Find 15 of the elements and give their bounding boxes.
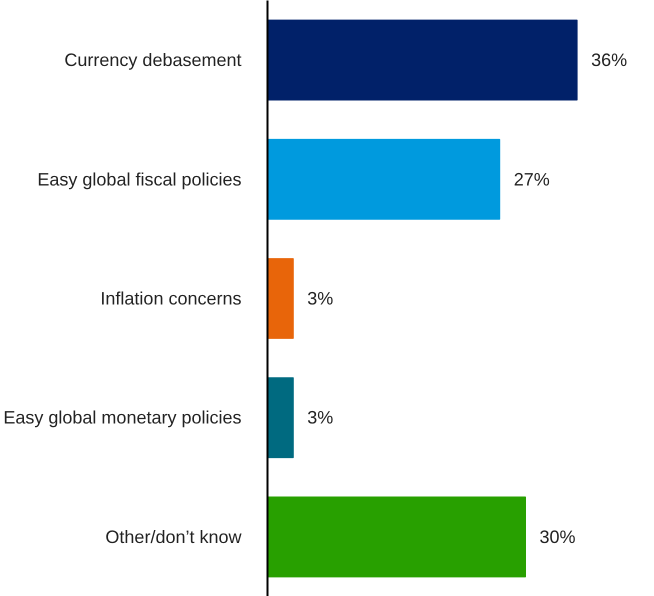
data-label: 3% xyxy=(307,408,334,428)
y-tick-label: Easy global monetary policies xyxy=(3,408,242,428)
bar xyxy=(268,20,578,101)
y-tick-label: Inflation concerns xyxy=(100,288,242,308)
data-label: 36% xyxy=(591,50,628,70)
bar xyxy=(268,496,526,578)
bar xyxy=(268,138,500,220)
y-tick-label: Easy global fiscal policies xyxy=(37,169,242,190)
y-tick-label: Other/don’t know xyxy=(105,526,242,547)
data-label: 3% xyxy=(307,288,334,308)
data-label: 30% xyxy=(540,526,576,547)
bar xyxy=(268,258,294,339)
y-tick-label: Currency debasement xyxy=(64,50,242,70)
data-label: 27% xyxy=(514,169,550,190)
bar xyxy=(268,377,294,458)
